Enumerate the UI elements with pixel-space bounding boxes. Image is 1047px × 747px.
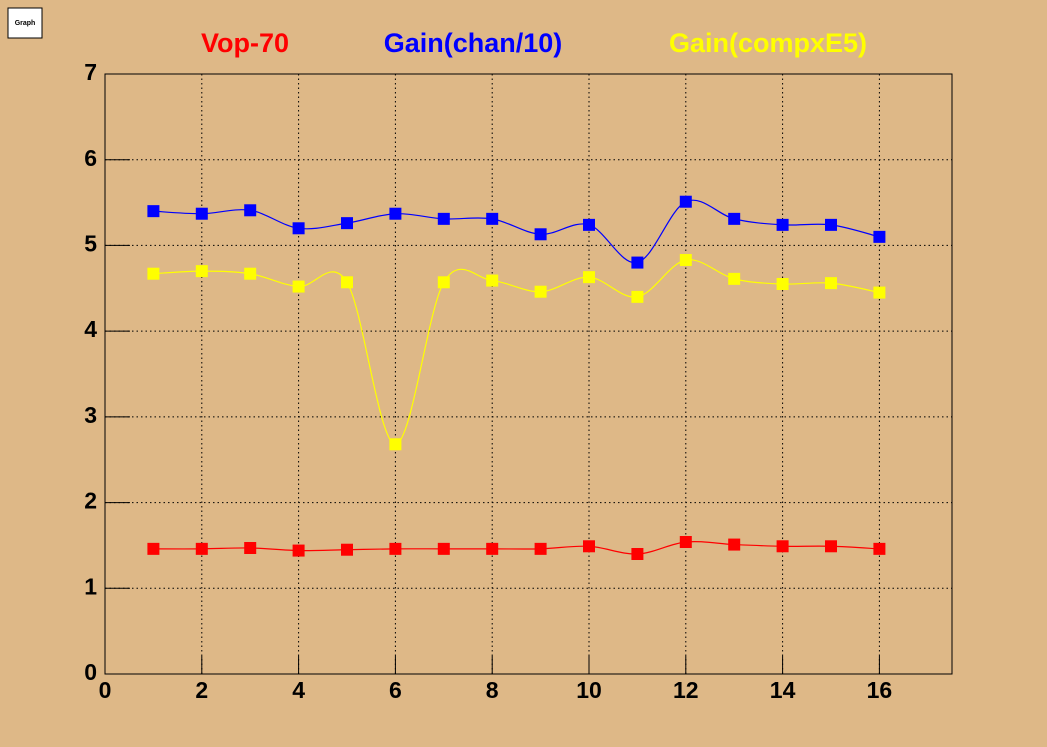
data-point: [292, 280, 305, 293]
data-point: [776, 278, 789, 290]
series-line: [153, 259, 880, 445]
data-point: [776, 540, 789, 553]
data-point: [389, 542, 402, 555]
x-tick-label: 4: [292, 677, 305, 703]
data-point: [534, 542, 547, 555]
x-tick-label: 16: [867, 677, 893, 703]
data-point: [679, 254, 692, 266]
data-point: [825, 540, 837, 553]
data-point: [631, 256, 644, 269]
plot-frame: [104, 73, 953, 675]
data-point: [244, 542, 257, 554]
y-tick-label: 2: [84, 488, 97, 514]
data-point: [292, 222, 305, 235]
x-tick-label: 14: [770, 677, 796, 703]
x-tick-label: 8: [486, 677, 499, 703]
data-point: [486, 212, 499, 225]
x-tick-label: 6: [389, 677, 402, 703]
x-tick-label: 0: [99, 677, 112, 703]
data-point: [341, 217, 353, 230]
data-point: [292, 544, 305, 557]
data-point: [728, 212, 741, 225]
data-point: [873, 230, 886, 243]
data-point: [583, 218, 595, 231]
series-line: [153, 541, 880, 555]
data-point: [776, 218, 789, 231]
legend-entry: Vop-70: [201, 28, 289, 58]
series-line: [153, 199, 880, 264]
data-point: [147, 542, 160, 555]
x-tick-label: 2: [195, 677, 208, 703]
legend-entry: Gain(chan/10): [384, 28, 563, 58]
data-point: [679, 536, 692, 548]
data-point: [195, 265, 208, 278]
window-icon[interactable]: [7, 7, 43, 39]
data-point: [389, 207, 402, 220]
data-point: [534, 228, 547, 241]
data-point: [437, 276, 450, 289]
data-point: [147, 205, 160, 218]
data-point: [389, 438, 402, 451]
data-point: [341, 543, 353, 556]
data-point: [244, 204, 257, 217]
data-point: [631, 548, 644, 560]
y-tick-label: 6: [84, 145, 97, 171]
data-point: [825, 277, 837, 290]
data-point: [147, 267, 160, 280]
data-point: [195, 542, 208, 555]
y-tick-label: 3: [84, 402, 97, 428]
data-point: [583, 540, 595, 553]
data-point: [873, 542, 886, 555]
y-tick-label: 1: [84, 573, 97, 599]
x-tick-label: 10: [576, 677, 602, 703]
data-point: [195, 207, 208, 220]
data-point: [486, 542, 499, 555]
data-point: [486, 274, 499, 287]
data-point: [728, 272, 741, 285]
x-tick-label: 12: [673, 677, 699, 703]
data-point: [341, 276, 353, 289]
y-tick-label: 0: [84, 659, 97, 685]
y-tick-label: 4: [84, 316, 97, 342]
data-point: [679, 195, 692, 208]
data-point: [437, 212, 450, 225]
data-point: [631, 290, 644, 303]
y-tick-label: 7: [84, 59, 97, 85]
data-point: [825, 218, 837, 231]
data-point: [534, 285, 547, 298]
data-point: [583, 271, 595, 284]
y-tick-label: 5: [84, 231, 97, 257]
data-point: [244, 267, 257, 280]
data-point: [437, 542, 450, 555]
data-point: [873, 286, 886, 299]
window-label[interactable]: Graph: [15, 20, 36, 27]
data-point: [728, 538, 741, 551]
legend-entry: Gain(compxE5): [669, 28, 867, 58]
